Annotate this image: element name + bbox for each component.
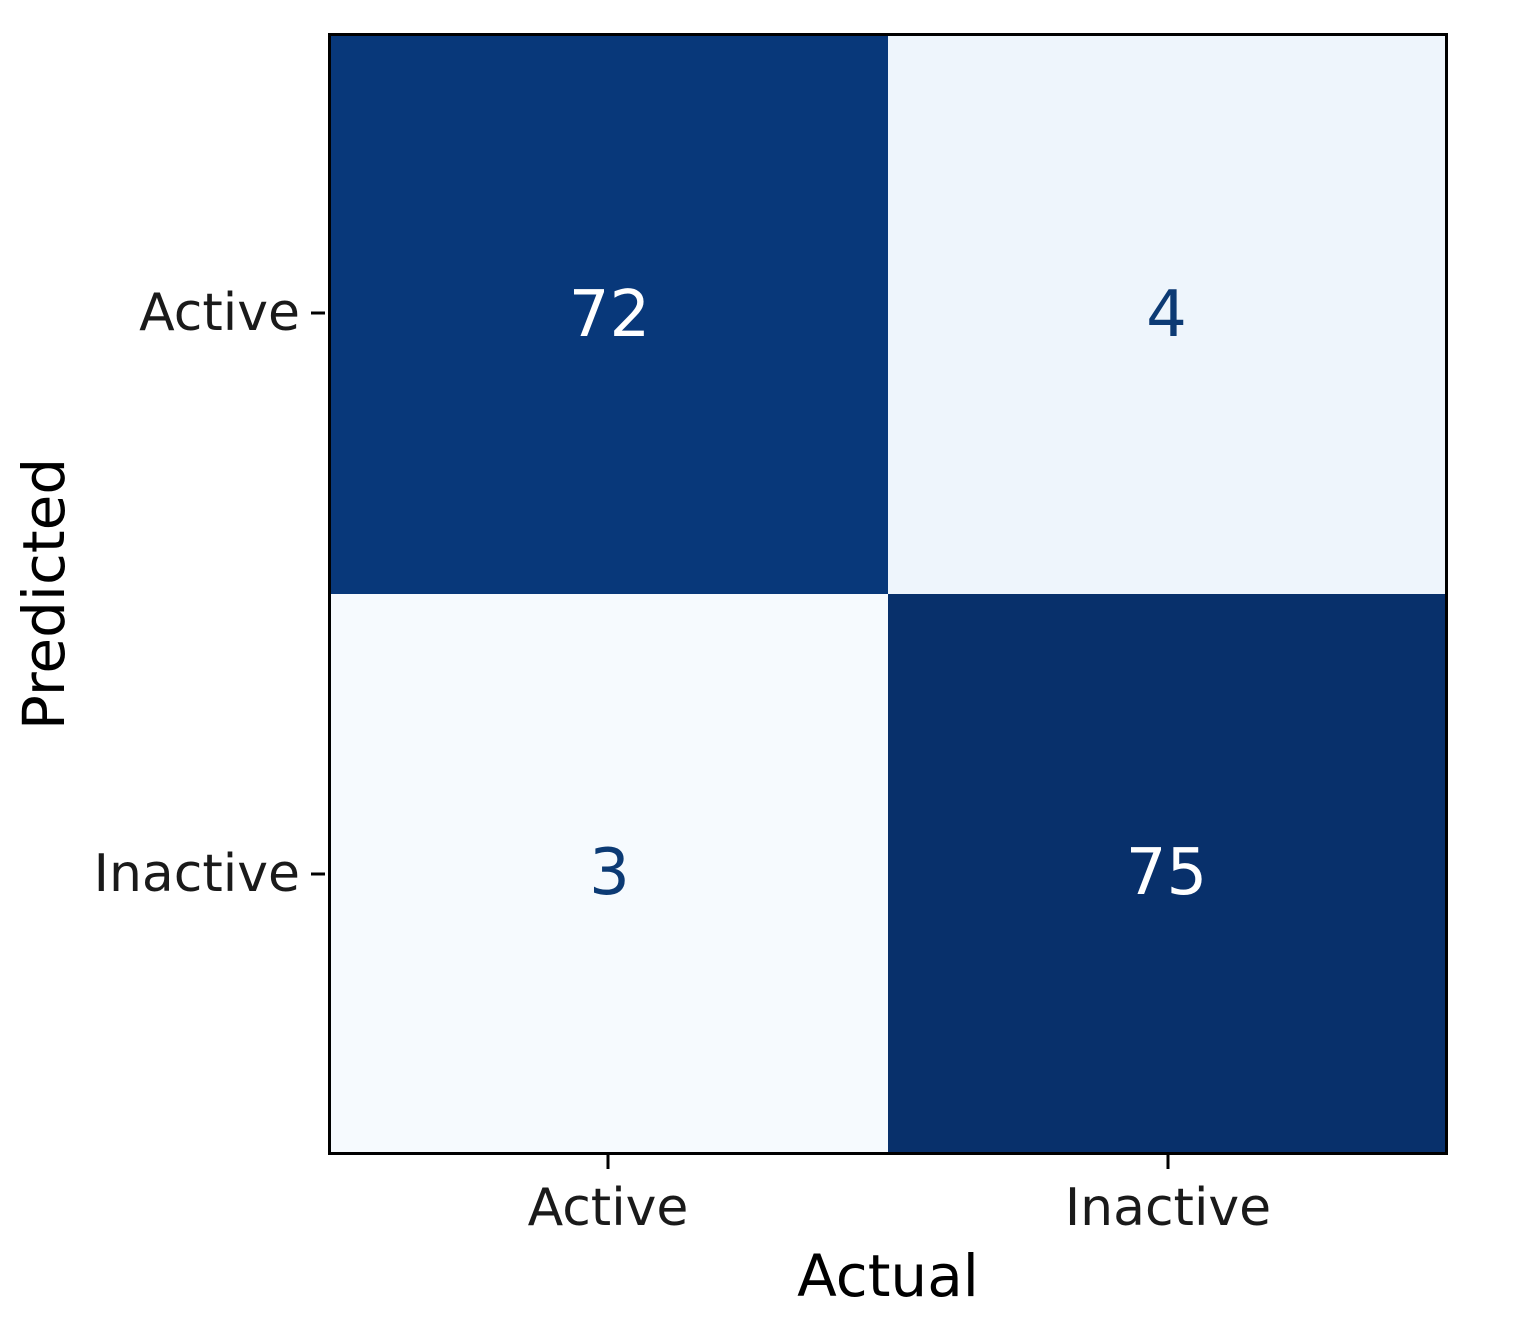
cell-value-false-positive: 4 <box>1146 278 1187 352</box>
x-tick-label-active: Active <box>527 1178 689 1238</box>
y-tick-label-inactive: Inactive <box>93 844 300 904</box>
matrix-cell-predicted-inactive-actual-inactive: 75 <box>888 594 1445 1152</box>
y-axis-label: Predicted <box>10 457 78 731</box>
cell-value-false-negative: 3 <box>589 836 630 910</box>
x-tick-label-inactive: Inactive <box>1064 1178 1272 1238</box>
matrix-cell-predicted-active-actual-active: 72 <box>331 36 888 594</box>
x-tick-mark-active <box>606 1155 610 1169</box>
x-axis-label: Actual <box>797 1242 979 1310</box>
matrix-cell-predicted-active-actual-inactive: 4 <box>888 36 1445 594</box>
plot-area: 72 4 3 75 <box>328 33 1448 1155</box>
x-tick-mark-inactive <box>1166 1155 1170 1169</box>
y-tick-label-active: Active <box>139 283 300 343</box>
cell-value-true-positive: 72 <box>568 278 651 352</box>
cell-value-true-negative: 75 <box>1125 836 1208 910</box>
matrix-cell-predicted-inactive-actual-active: 3 <box>331 594 888 1152</box>
y-tick-mark-inactive <box>311 872 325 876</box>
y-tick-mark-active <box>311 311 325 315</box>
